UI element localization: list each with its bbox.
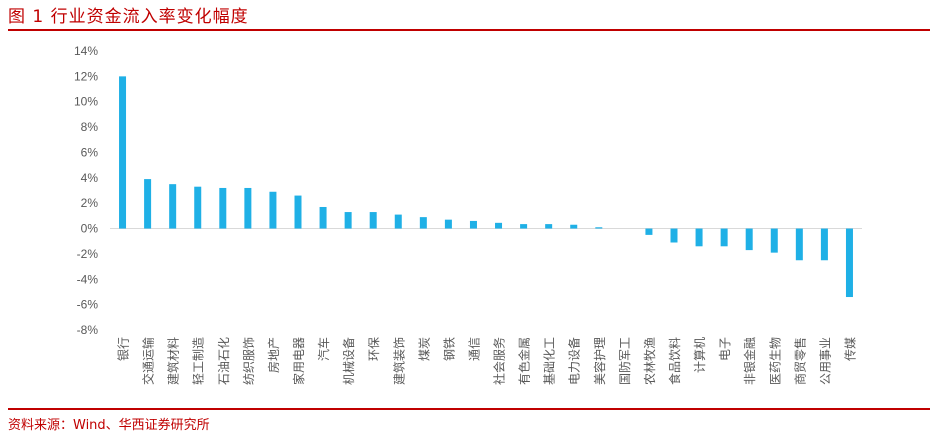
bars-group: [119, 76, 853, 298]
x-category-label: 社会服务: [492, 337, 507, 385]
bar: [820, 228, 828, 261]
bar: [745, 228, 753, 251]
x-category-label: 美容护理: [592, 337, 607, 385]
bar: [570, 224, 578, 229]
x-category-label: 电子: [718, 337, 732, 361]
x-category-label: 钢铁: [442, 337, 456, 361]
title-divider: [8, 29, 930, 31]
bar: [394, 214, 402, 229]
y-tick-label: 12%: [74, 69, 98, 83]
bar: [344, 212, 352, 229]
y-tick-label: -4%: [77, 272, 99, 286]
bar: [520, 224, 528, 229]
bar: [545, 224, 553, 229]
bar: [595, 227, 603, 229]
bar: [269, 191, 277, 229]
x-category-label: 交通运输: [141, 337, 156, 385]
x-category-label: 建筑材料: [166, 337, 181, 385]
bar: [795, 228, 803, 261]
x-category-label: 商贸零售: [792, 337, 807, 385]
x-category-label: 煤炭: [417, 337, 431, 361]
x-axis-labels: 银行 交通运输 建筑材料 轻工制造 石油石化 纺织服饰 房地产 家用电器 汽车 机械设备 环保 建筑装…: [117, 337, 858, 385]
y-tick-label: 4%: [81, 171, 99, 185]
x-category-label: 房地产: [266, 337, 281, 373]
bar: [144, 179, 152, 229]
y-tick-label: 2%: [81, 196, 99, 210]
y-tick-label: 8%: [81, 120, 99, 134]
bar: [444, 219, 452, 229]
x-category-label: 农林牧渔: [643, 337, 657, 385]
bar: [294, 195, 302, 229]
x-category-label: 国防军工: [617, 337, 632, 385]
y-tick-label: -8%: [77, 323, 99, 337]
bar: [495, 222, 503, 229]
x-category-label: 纺织服饰: [242, 337, 256, 385]
bar: [119, 76, 127, 229]
x-category-label: 通信: [467, 337, 481, 361]
bar: [695, 228, 703, 247]
y-tick-label: -6%: [77, 298, 99, 312]
y-axis: 14% 12% 10% 8% 6% 4% 2% 0% -2% -4% -6% -8%: [74, 44, 98, 337]
x-category-label: 轻工制造: [192, 337, 206, 385]
bar: [219, 187, 227, 229]
y-tick-label: 0%: [81, 222, 99, 236]
x-category-label: 环保: [367, 337, 381, 361]
x-category-label: 机械设备: [341, 337, 356, 385]
x-category-label: 家用电器: [291, 337, 306, 385]
x-category-label: 石油石化: [217, 337, 231, 385]
chart-title: 图 1 行业资金流入率变化幅度: [8, 7, 249, 27]
source-divider: [8, 408, 930, 410]
y-tick-label: -2%: [77, 247, 99, 261]
bar: [244, 187, 252, 229]
bar: [770, 228, 778, 253]
x-category-label: 电力设备: [568, 337, 582, 385]
bar: [845, 228, 853, 298]
bar: [469, 220, 477, 229]
bar: [319, 206, 327, 229]
x-category-label: 食品饮料: [667, 337, 682, 385]
x-category-label: 建筑装饰: [391, 337, 406, 385]
x-category-label: 公用事业: [818, 337, 832, 385]
bar: [169, 184, 177, 229]
bar: [194, 186, 202, 229]
bar: [645, 228, 653, 235]
x-category-label: 基础化工: [543, 337, 557, 385]
bar: [670, 228, 678, 243]
y-tick-label: 10%: [74, 95, 98, 109]
bar: [369, 212, 377, 229]
bar: [419, 217, 427, 229]
bar: [720, 228, 728, 247]
source-note: 资料来源：Wind、华西证券研究所: [8, 418, 210, 433]
x-category-label: 银行: [117, 337, 131, 361]
x-category-label: 有色金属: [517, 337, 532, 385]
y-tick-label: 6%: [81, 145, 99, 159]
y-tick-label: 14%: [74, 44, 98, 58]
x-category-label: 汽车: [316, 337, 331, 361]
x-category-label: 非银金融: [742, 337, 757, 385]
x-category-label: 医药生物: [768, 337, 782, 385]
x-category-label: 传媒: [842, 337, 857, 361]
x-category-label: 计算机: [692, 337, 707, 373]
